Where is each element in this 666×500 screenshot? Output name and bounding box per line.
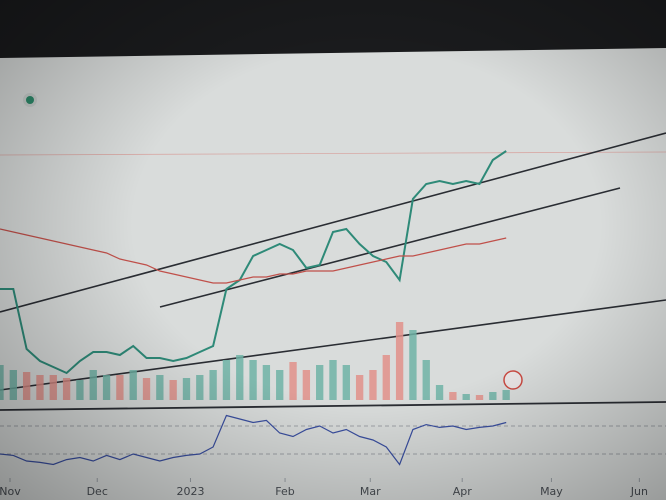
volume-bar xyxy=(249,360,257,400)
volume-bar xyxy=(236,355,244,400)
trend-line xyxy=(159,187,621,308)
screen xyxy=(0,48,666,500)
volume-bar xyxy=(435,385,444,400)
volume-bar xyxy=(262,365,271,400)
volume-bar xyxy=(369,370,377,400)
volume-bar xyxy=(62,378,71,400)
volume-bar xyxy=(422,360,430,400)
volume-bar xyxy=(0,365,4,400)
volume-bar xyxy=(409,330,417,400)
volume-bar xyxy=(36,375,44,400)
volume-bar xyxy=(209,370,217,400)
volume-bar xyxy=(489,392,497,400)
volume-bar xyxy=(49,375,57,400)
x-tick-label: 2023 xyxy=(176,485,204,498)
x-tick-label: Jun xyxy=(630,485,648,498)
rsi-line xyxy=(0,414,507,466)
plot: Nov Dec 2023 Feb Mar Apr May Jun xyxy=(0,150,666,498)
volume-bar xyxy=(382,355,390,400)
trend-line xyxy=(0,132,666,313)
price-line-series xyxy=(0,150,507,375)
volume-bar xyxy=(475,395,484,400)
volume-bar xyxy=(22,372,31,400)
x-tick-label: Apr xyxy=(453,485,473,498)
trend-line xyxy=(0,299,666,391)
volume-bar xyxy=(129,370,137,400)
volume-bar xyxy=(289,362,297,400)
volume-bar xyxy=(449,392,457,400)
volume-bar xyxy=(302,370,311,400)
volume-bar xyxy=(196,375,204,400)
volume-bar xyxy=(502,390,510,400)
price-line xyxy=(0,151,666,156)
event-icon xyxy=(503,370,523,390)
volume-bar xyxy=(342,365,350,400)
volume-bar xyxy=(142,378,151,400)
volume-bar xyxy=(76,380,84,400)
x-tick-label: May xyxy=(540,485,563,498)
volume-bar xyxy=(156,375,164,400)
volume-bar xyxy=(355,375,364,400)
volume-bar xyxy=(116,375,124,400)
pane-divider xyxy=(0,401,666,411)
volume-bar xyxy=(276,370,284,400)
volume-bar xyxy=(89,370,97,400)
volume-bar xyxy=(316,365,324,400)
volume-bar xyxy=(102,375,111,400)
volume-bar xyxy=(395,322,404,400)
status-dot xyxy=(26,96,34,104)
price-line-series xyxy=(0,228,507,284)
x-tick-label: Feb xyxy=(275,485,294,498)
volume-bar xyxy=(222,360,231,400)
volume-bar xyxy=(182,378,191,400)
volume-bar xyxy=(169,380,177,400)
volume-bar xyxy=(462,394,470,400)
volume-bar xyxy=(329,360,337,400)
x-tick-label: Dec xyxy=(87,485,108,498)
x-tick-label: Mar xyxy=(360,485,381,498)
volume-bar xyxy=(9,370,17,400)
x-tick-label: Nov xyxy=(0,485,21,498)
